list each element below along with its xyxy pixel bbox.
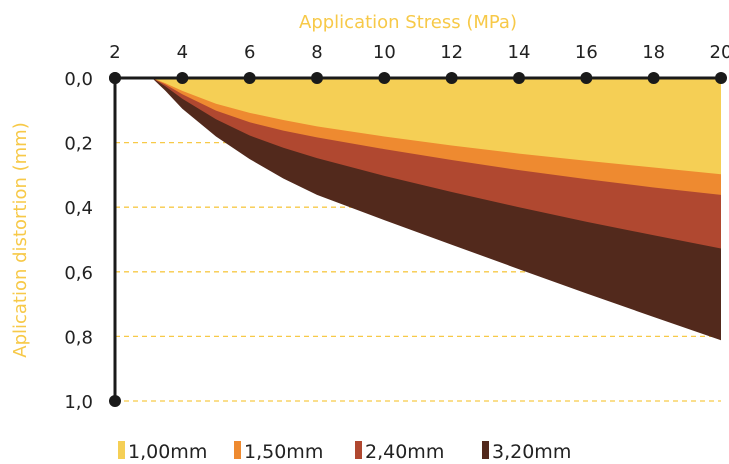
x-tick-dot <box>445 72 458 84</box>
x-tick-label: 12 <box>440 42 463 63</box>
area-series <box>152 78 721 341</box>
y-tick-dot <box>109 395 121 407</box>
x-tick-label: 6 <box>244 42 255 63</box>
y-tick-label: 0,8 <box>64 327 93 348</box>
x-tick-label: 2 <box>109 42 120 63</box>
axes <box>113 76 721 401</box>
area-1-00mm <box>152 78 721 175</box>
y-tick-label: 1,0 <box>64 392 93 413</box>
x-tick-dot <box>580 72 593 84</box>
legend-swatch <box>355 441 362 459</box>
x-tick-dot <box>378 72 391 84</box>
legend-swatch <box>482 441 489 459</box>
legend-label: 3,20mm <box>492 441 571 463</box>
x-tick-label: 10 <box>373 42 396 63</box>
x-tick-dot <box>513 72 525 84</box>
legend-swatch <box>118 441 125 459</box>
x-tick-dot <box>243 72 256 84</box>
y-tick-label: 0,2 <box>64 134 93 155</box>
x-tick-label: 14 <box>508 42 531 63</box>
x-tick-dot <box>647 72 660 84</box>
x-tick-label: 4 <box>177 42 188 63</box>
y-axis-title: Aplication distortion (mm) <box>10 122 31 357</box>
x-axis-title: Application Stress (MPa) <box>299 12 517 33</box>
legend: 1,00mm 1,50mm 2,40mm 3,20mm <box>118 441 571 463</box>
x-tick-dot <box>311 72 323 84</box>
legend-label: 2,40mm <box>365 441 444 463</box>
y-tick-label: 0,6 <box>64 263 93 284</box>
y-tick-label: 0,0 <box>64 69 93 90</box>
legend-label: 1,00mm <box>128 441 207 463</box>
x-tick-label: 8 <box>311 42 322 63</box>
y-tick-labels: 0,0 0,2 0,4 0,6 0,8 1,0 <box>64 69 121 413</box>
x-tick-dot <box>176 72 189 84</box>
x-tick-label: 16 <box>575 42 598 63</box>
legend-swatch <box>234 441 241 459</box>
x-tick-label: 20 <box>710 42 729 63</box>
x-tick-dot <box>715 72 727 84</box>
x-tick-label: 18 <box>642 42 665 63</box>
legend-label: 1,50mm <box>244 441 323 463</box>
y-tick-dot <box>109 72 121 84</box>
y-tick-label: 0,4 <box>64 198 93 219</box>
